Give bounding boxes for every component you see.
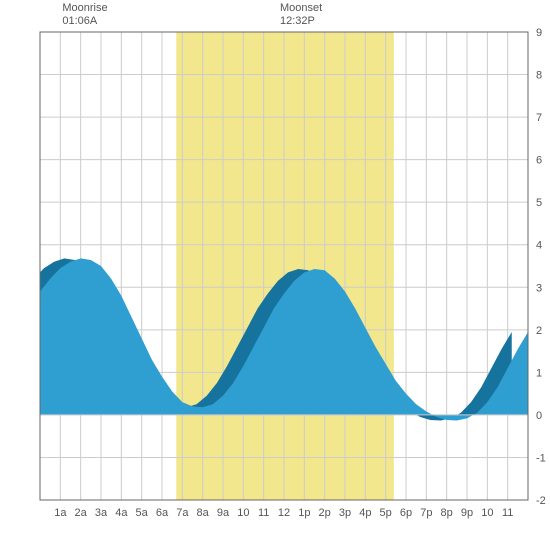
svg-text:5: 5 xyxy=(536,197,542,209)
daylight-band xyxy=(176,32,394,500)
svg-text:1a: 1a xyxy=(54,507,67,519)
svg-text:6: 6 xyxy=(536,155,542,167)
svg-text:0: 0 xyxy=(536,410,542,422)
svg-text:3p: 3p xyxy=(339,507,351,519)
svg-text:7: 7 xyxy=(536,112,542,124)
svg-text:2p: 2p xyxy=(319,507,331,519)
svg-text:9a: 9a xyxy=(217,507,230,519)
svg-text:7a: 7a xyxy=(176,507,189,519)
svg-text:9: 9 xyxy=(536,27,542,39)
svg-text:12: 12 xyxy=(278,507,290,519)
svg-text:10: 10 xyxy=(237,507,249,519)
svg-text:8: 8 xyxy=(536,70,542,82)
svg-text:7p: 7p xyxy=(420,507,432,519)
svg-text:5a: 5a xyxy=(136,507,149,519)
svg-text:5p: 5p xyxy=(380,507,392,519)
svg-text:4: 4 xyxy=(536,240,542,252)
svg-text:2a: 2a xyxy=(75,507,88,519)
tide-chart: -2-101234567891a2a3a4a5a6a7a8a9a1011121p… xyxy=(0,0,550,550)
tide-chart-container: Moonrise 01:06A Moonset 12:32P -2-101234… xyxy=(0,0,550,550)
svg-text:9p: 9p xyxy=(461,507,473,519)
svg-text:11: 11 xyxy=(258,507,269,519)
svg-text:-1: -1 xyxy=(536,452,546,464)
svg-text:4a: 4a xyxy=(115,507,128,519)
svg-text:-2: -2 xyxy=(536,495,546,507)
svg-text:2: 2 xyxy=(536,325,542,337)
x-axis-labels: 1a 2a 3a 4a 5a 6a 7a 8a 9a 10 11 12 1p 2p 3p 4p 5p 6p 7p 8p… xyxy=(54,507,513,519)
svg-text:8p: 8p xyxy=(441,507,453,519)
svg-text:6p: 6p xyxy=(400,507,412,519)
svg-text:8a: 8a xyxy=(197,507,210,519)
svg-text:1p: 1p xyxy=(298,507,310,519)
svg-text:3: 3 xyxy=(536,282,542,294)
y-axis-labels: -2 -1 0 1 2 3 4 5 6 7 8 9 xyxy=(536,27,546,507)
svg-text:1: 1 xyxy=(536,367,542,379)
svg-text:11: 11 xyxy=(502,507,513,519)
svg-text:4p: 4p xyxy=(359,507,371,519)
svg-text:3a: 3a xyxy=(95,507,108,519)
svg-text:6a: 6a xyxy=(156,507,169,519)
svg-text:10: 10 xyxy=(481,507,493,519)
